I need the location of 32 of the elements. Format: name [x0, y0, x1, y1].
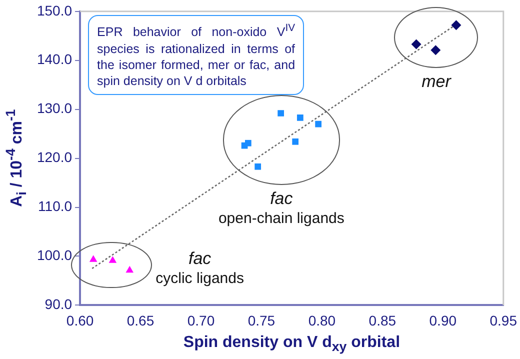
x-tick-label: 0.60	[66, 312, 94, 328]
annotation: fac open-chain ligands	[218, 188, 344, 229]
point	[451, 20, 462, 30]
y-tick-label: 150.0	[36, 2, 72, 18]
x-tick-label: 0.75	[248, 312, 276, 328]
point	[278, 110, 284, 116]
y-tick-label: 140.0	[36, 51, 72, 68]
point	[292, 138, 299, 145]
point	[126, 266, 134, 273]
point	[296, 114, 304, 121]
y-tick-label: 100.0	[36, 247, 72, 264]
x-tick-label: 0.80	[308, 312, 336, 328]
point	[108, 256, 117, 263]
y-tick-label: 120.0	[36, 149, 72, 166]
x-tick-label: 0.95	[490, 312, 518, 328]
point	[244, 140, 252, 146]
x-axis-title: Spin density on V d$_{xy}$ orbital	[183, 334, 400, 354]
y-tick-label: 90.0	[44, 296, 72, 312]
y-tick-label: 130.0	[36, 100, 72, 116]
point	[89, 255, 98, 262]
annotation: mer	[422, 72, 451, 92]
point	[430, 45, 441, 56]
x-tick-label: 0.70	[187, 312, 215, 328]
point	[254, 163, 262, 170]
annotation: EPR behavior of non-oxido V$^{IV}$ species is rationalized in terms of the isomer formed, mer or fac, and spin density on V d orbitals	[88, 15, 304, 95]
x-tick-label: 0.85	[368, 312, 396, 328]
x-tick-label: 0.90	[429, 312, 457, 328]
x-tick-label: 0.65	[126, 312, 154, 328]
y-tick-label: 110.0	[38, 198, 72, 214]
point	[315, 120, 322, 128]
annotation: fac cyclic ligands	[156, 249, 244, 290]
point	[411, 39, 422, 50]
